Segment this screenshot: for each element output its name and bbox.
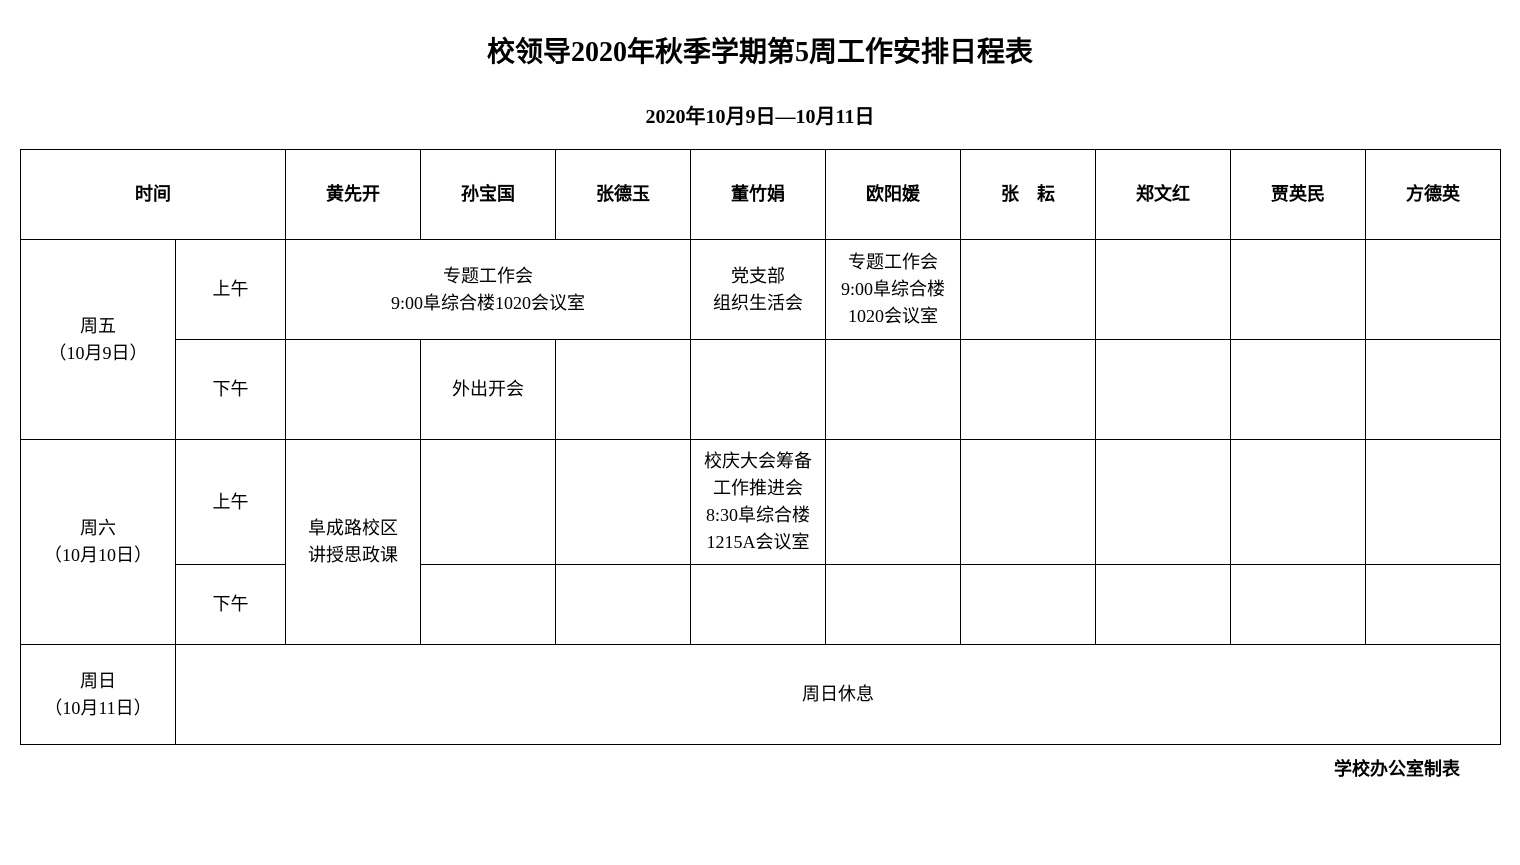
cell-empty: [286, 340, 421, 440]
cell-fri-am-dong: 党支部 组织生活会: [691, 240, 826, 340]
footer-note: 学校办公室制表: [20, 755, 1500, 781]
page-title: 校领导2020年秋季学期第5周工作安排日程表: [20, 30, 1500, 70]
table-row: 下午 外出开会: [21, 340, 1501, 440]
cell-empty: [961, 440, 1096, 565]
date-range: 2020年10月9日—10月11日: [20, 100, 1500, 129]
period-pm: 下午: [176, 565, 286, 645]
col-leader: 董竹娟: [691, 150, 826, 240]
cell-empty: [1231, 340, 1366, 440]
cell-empty: [691, 565, 826, 645]
cell-empty: [961, 340, 1096, 440]
cell-empty: [1366, 340, 1501, 440]
schedule-table: 时间 黄先开 孙宝国 张德玉 董竹娟 欧阳媛 张 耘 郑文红 贾英民 方德英 周…: [20, 149, 1501, 745]
cell-empty: [961, 565, 1096, 645]
cell-fri-pm-sun: 外出开会: [421, 340, 556, 440]
cell-fri-am-merged: 专题工作会 9:00阜综合楼1020会议室: [286, 240, 691, 340]
col-leader: 孙宝国: [421, 150, 556, 240]
cell-sun-rest: 周日休息: [176, 645, 1501, 745]
cell-empty: [1366, 440, 1501, 565]
cell-empty: [1366, 240, 1501, 340]
period-am: 上午: [176, 240, 286, 340]
cell-empty: [556, 340, 691, 440]
table-row: 周六 （10月10日） 上午 阜成路校区 讲授思政课 校庆大会筹备 工作推进会 …: [21, 440, 1501, 565]
cell-empty: [421, 565, 556, 645]
cell-empty: [691, 340, 826, 440]
col-leader: 郑文红: [1096, 150, 1231, 240]
cell-empty: [1096, 565, 1231, 645]
cell-empty: [1096, 440, 1231, 565]
cell-empty: [961, 240, 1096, 340]
cell-empty: [1366, 565, 1501, 645]
col-time: 时间: [21, 150, 286, 240]
day-saturday: 周六 （10月10日）: [21, 440, 176, 645]
day-sunday: 周日 （10月11日）: [21, 645, 176, 745]
col-leader: 张 耘: [961, 150, 1096, 240]
table-header-row: 时间 黄先开 孙宝国 张德玉 董竹娟 欧阳媛 张 耘 郑文红 贾英民 方德英: [21, 150, 1501, 240]
cell-sat-am-dong: 校庆大会筹备 工作推进会 8:30阜综合楼 1215A会议室: [691, 440, 826, 565]
cell-empty: [421, 440, 556, 565]
cell-empty: [556, 440, 691, 565]
table-row: 下午: [21, 565, 1501, 645]
col-leader: 张德玉: [556, 150, 691, 240]
cell-empty: [1231, 440, 1366, 565]
period-pm: 下午: [176, 340, 286, 440]
cell-empty: [1096, 240, 1231, 340]
col-leader: 黄先开: [286, 150, 421, 240]
col-leader: 欧阳媛: [826, 150, 961, 240]
day-friday: 周五 （10月9日）: [21, 240, 176, 440]
period-am: 上午: [176, 440, 286, 565]
cell-empty: [826, 340, 961, 440]
cell-empty: [826, 440, 961, 565]
cell-fri-am-ouyang: 专题工作会 9:00阜综合楼 1020会议室: [826, 240, 961, 340]
cell-empty: [1231, 240, 1366, 340]
cell-empty: [1096, 340, 1231, 440]
cell-empty: [556, 565, 691, 645]
col-leader: 贾英民: [1231, 150, 1366, 240]
table-row: 周五 （10月9日） 上午 专题工作会 9:00阜综合楼1020会议室 党支部 …: [21, 240, 1501, 340]
cell-sat-huang: 阜成路校区 讲授思政课: [286, 440, 421, 645]
col-leader: 方德英: [1366, 150, 1501, 240]
cell-empty: [1231, 565, 1366, 645]
cell-empty: [826, 565, 961, 645]
table-row: 周日 （10月11日） 周日休息: [21, 645, 1501, 745]
